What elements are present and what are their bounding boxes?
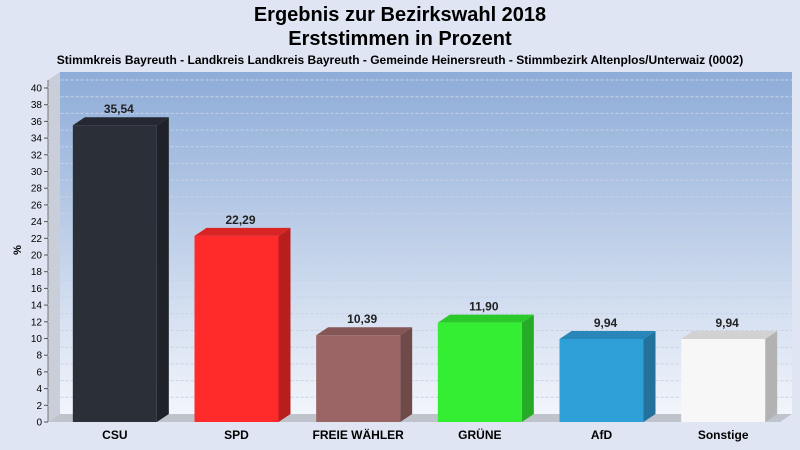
- bar-front: [316, 335, 401, 422]
- y-tick-label: 2: [36, 401, 42, 412]
- plot-background: [60, 72, 792, 414]
- bar-afd: 9,94: [559, 316, 656, 422]
- chart-title-line-2: Erststimmen in Prozent: [288, 28, 512, 50]
- x-axis-labels: CSU SPD FREIE WÄHLER GRÜNE AfD Sonstige: [102, 427, 749, 442]
- x-tick-label: CSU: [102, 428, 127, 442]
- y-tick-label: 30: [31, 167, 43, 178]
- bar-side: [156, 117, 169, 422]
- grid-line: [47, 196, 792, 206]
- grid-line: [47, 229, 792, 239]
- bar-top: [194, 227, 291, 236]
- grid-line: [47, 296, 792, 306]
- y-tick-label: 40: [31, 84, 43, 95]
- y-tick-label: 10: [31, 334, 43, 345]
- y-tick-label: 18: [31, 267, 43, 278]
- grid-line: [47, 396, 792, 406]
- grid-line: [47, 129, 792, 139]
- y-axis-label: %: [12, 245, 24, 255]
- chart-subtitle: Stimmkreis Bayreuth - Landkreis Landkrei…: [56, 53, 744, 67]
- grid-line: [47, 380, 792, 390]
- grid-line: [47, 213, 792, 223]
- bar-side: [400, 327, 413, 422]
- x-tick-label: GRÜNE: [458, 427, 501, 442]
- bar-front: [681, 339, 766, 422]
- bar-csu: 35,54: [72, 102, 169, 422]
- y-tick-label: 32: [31, 150, 43, 161]
- y-tick-label: 4: [36, 384, 42, 395]
- y-tick-label: 0: [36, 418, 42, 429]
- bar-front: [437, 322, 522, 422]
- bar-top: [681, 331, 778, 340]
- bar-freie-w-hler: 10,39: [316, 312, 413, 422]
- y-tick-label: 6: [36, 367, 42, 378]
- plot-side-wall: [48, 72, 60, 422]
- grid-line: [47, 146, 792, 156]
- bar-side: [278, 227, 291, 422]
- y-tick-label: 14: [31, 301, 43, 312]
- y-tick-label: 26: [31, 200, 43, 211]
- bar-value-label: 10,39: [347, 312, 377, 326]
- grid-line: [47, 163, 792, 172]
- y-tick-label: 38: [31, 100, 43, 111]
- grid-line: [47, 313, 792, 323]
- bar-top: [316, 327, 413, 336]
- bar-front: [194, 235, 279, 422]
- x-tick-label: SPD: [224, 428, 249, 442]
- grid-line: [47, 179, 792, 189]
- bar-spd: 22,29: [194, 213, 291, 422]
- grid-line: [47, 263, 792, 273]
- grid-lines: [47, 79, 792, 406]
- grid-line: [47, 79, 792, 89]
- grid-line: [47, 346, 792, 356]
- chart-title-line-1: Ergebnis zur Bezirkswahl 2018: [253, 4, 547, 26]
- bar-value-label: 11,90: [469, 300, 499, 314]
- y-tick-label: 34: [31, 134, 43, 145]
- grid-line: [47, 279, 792, 289]
- grid-line: [47, 96, 792, 106]
- bar-front: [559, 339, 644, 422]
- y-tick-label: 8: [36, 351, 42, 362]
- bar-side: [643, 331, 656, 422]
- bar-value-label: 9,94: [715, 316, 739, 330]
- grid-line: [47, 246, 792, 256]
- bar-top: [437, 314, 534, 323]
- x-tick-label: Sonstige: [698, 428, 749, 442]
- y-tick-label: 22: [31, 234, 43, 245]
- y-tick-label: 20: [31, 251, 43, 262]
- x-tick-label: AfD: [591, 428, 613, 442]
- bar-sonstige: 9,94: [681, 316, 778, 422]
- bar-top: [559, 331, 656, 340]
- y-tick-label: 36: [31, 117, 43, 128]
- bar-value-label: 35,54: [104, 102, 134, 116]
- y-tick-label: 28: [31, 184, 43, 195]
- y-tick-label: 16: [31, 284, 43, 295]
- bars: 35,54 22,29 10,39 11,90 9,94 9,94: [72, 102, 778, 422]
- y-tick-label: 24: [31, 217, 43, 228]
- x-tick-label: FREIE WÄHLER: [312, 427, 404, 442]
- grid-line: [47, 330, 792, 339]
- bar-front: [72, 125, 157, 422]
- bar-side: [521, 314, 534, 422]
- grid-line: [47, 112, 792, 122]
- bar-top: [72, 117, 169, 126]
- bar-gr-ne: 11,90: [437, 300, 534, 422]
- bar-value-label: 22,29: [225, 213, 255, 227]
- y-tick-label: 12: [31, 317, 43, 328]
- bar-side: [765, 331, 778, 422]
- grid-line: [47, 363, 792, 373]
- bar-value-label: 9,94: [594, 316, 618, 330]
